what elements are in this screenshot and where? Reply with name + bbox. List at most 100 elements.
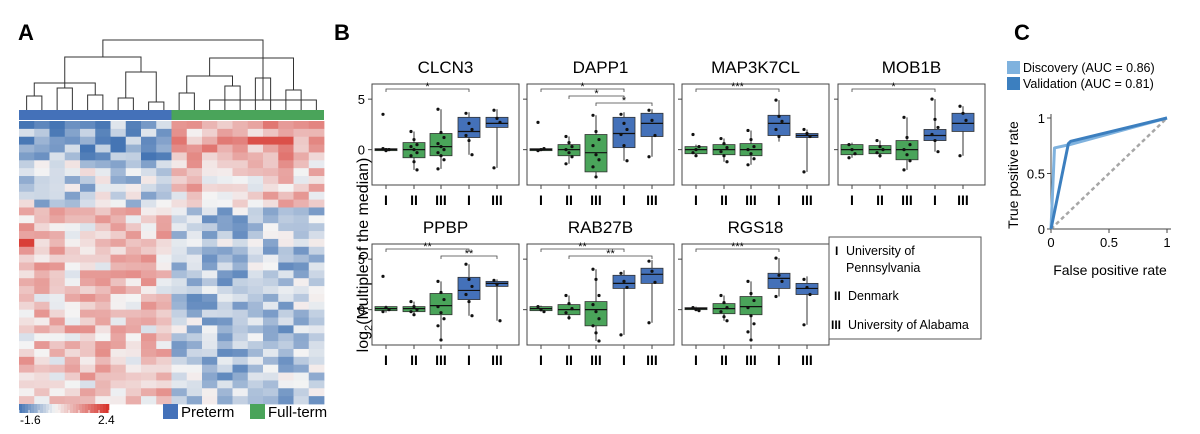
heatmap-cell: [217, 176, 233, 185]
colorbar-step: [37, 404, 41, 413]
data-point: [597, 137, 601, 142]
cohort-legend-label-i-line1: University of: [846, 244, 915, 258]
data-point: [381, 147, 385, 151]
heatmap-cell: [64, 223, 81, 232]
heatmap-cell: [34, 262, 50, 271]
heatmap-cell: [171, 215, 188, 224]
heatmap-cell: [125, 286, 142, 295]
heatmap-cell: [19, 144, 35, 153]
data-point: [409, 310, 413, 314]
heatmap-cell: [156, 309, 172, 318]
heatmap-cell: [263, 246, 279, 256]
heatmap-cell: [125, 325, 142, 334]
heatmap-cell: [64, 199, 81, 208]
heatmap-cell: [263, 183, 279, 193]
heatmap-cell: [80, 168, 96, 177]
colorbar-step: [52, 404, 56, 413]
data-point: [495, 282, 499, 286]
heatmap-cell: [202, 348, 218, 358]
colorbar-min-label: -1.6: [20, 413, 41, 427]
data-point: [567, 151, 571, 155]
heatmap-cell: [232, 396, 249, 405]
data-point: [567, 316, 571, 320]
data-point: [777, 134, 781, 139]
heatmap-cell: [19, 301, 35, 311]
data-point: [694, 148, 698, 152]
heatmap-cell: [125, 246, 142, 256]
heatmap-cell: [293, 278, 310, 287]
data-point: [694, 308, 698, 312]
heatmap-cell: [308, 207, 325, 216]
heatmap-cell: [308, 168, 325, 177]
heatmap-cell: [49, 341, 66, 350]
heatmap-cell: [278, 128, 294, 138]
data-point: [881, 148, 885, 152]
heatmap-cell: [80, 309, 96, 318]
heatmap-cell: [247, 191, 264, 201]
heatmap-cell: [217, 207, 233, 216]
heatmap-cell: [64, 262, 81, 271]
heatmap-cell: [171, 152, 188, 161]
data-point: [746, 306, 750, 310]
heatmap-cell: [202, 270, 218, 279]
colorbar-step: [79, 404, 83, 413]
heatmap-cell: [49, 231, 66, 240]
data-point: [752, 157, 756, 161]
roc-x-tick-label: 1: [1163, 235, 1170, 250]
heatmap-cell: [141, 380, 157, 389]
heatmap-cell: [278, 238, 294, 248]
heatmap-cell: [202, 364, 218, 373]
data-point: [749, 314, 753, 318]
heatmap-cell: [247, 364, 264, 373]
data-point: [439, 290, 443, 295]
data-point: [774, 98, 778, 102]
heatmap-cell: [202, 183, 218, 193]
heatmap-cell: [186, 372, 203, 381]
colorbar-step: [85, 404, 89, 413]
data-point: [381, 274, 385, 278]
legend-label-preterm: Preterm: [181, 404, 234, 421]
heatmap-cell: [232, 238, 249, 248]
data-point: [930, 132, 934, 137]
heatmap-cell: [80, 128, 96, 138]
heatmap-cell: [19, 168, 35, 177]
data-point: [625, 127, 629, 132]
heatmap-cell: [232, 128, 249, 138]
data-point: [691, 132, 695, 137]
heatmap-cell: [95, 396, 111, 405]
heatmap-cell: [125, 152, 142, 161]
data-point: [412, 305, 416, 309]
heatmap-cell: [202, 176, 218, 185]
cohort-legend-numeral-iii: III: [831, 318, 841, 332]
heatmap-cell: [34, 317, 50, 326]
dendrogram-branch: [186, 75, 233, 93]
data-point: [436, 151, 440, 155]
boxplot-frame: [371, 243, 520, 346]
heatmap-cell: [34, 215, 50, 224]
heatmap-cell: [141, 278, 157, 287]
data-point: [802, 170, 806, 174]
roc-y-tick-label: 0: [1038, 222, 1045, 237]
heatmap-cell: [293, 325, 310, 334]
heatmap-cell: [247, 128, 264, 138]
data-point: [412, 160, 416, 164]
heatmap-cell: [171, 136, 188, 145]
heatmap-cell: [49, 207, 66, 216]
heatmap-cell: [64, 341, 81, 350]
heatmap-cell: [125, 254, 142, 263]
heatmap-cell: [19, 293, 35, 303]
heatmap-cell: [232, 215, 249, 224]
data-point: [936, 150, 940, 154]
heatmap-cell: [202, 231, 218, 240]
heatmap-cell: [217, 270, 233, 279]
x-tick-label: I: [694, 352, 698, 368]
heatmap-cell: [19, 380, 35, 389]
heatmap-cell: [186, 364, 203, 373]
heatmap-cell: [64, 317, 81, 326]
data-point: [436, 279, 440, 283]
heatmap-cell: [186, 199, 203, 208]
x-tick-label: III: [590, 352, 602, 368]
heatmap-cell: [34, 223, 50, 232]
